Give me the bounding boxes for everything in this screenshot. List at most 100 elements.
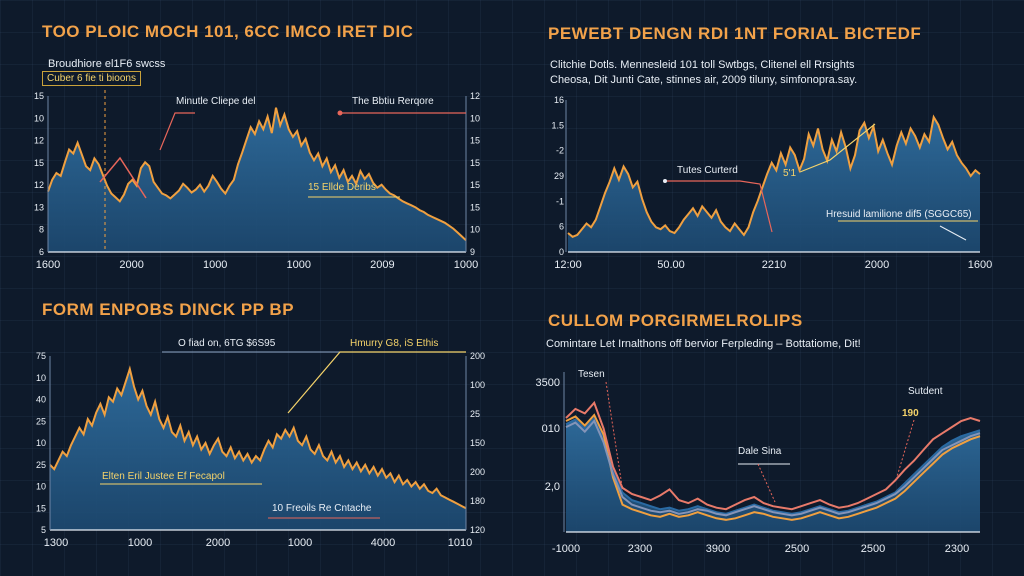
x-tick-label: 2300 [628, 543, 652, 555]
annotation-connector [799, 123, 876, 173]
y-tick-label-left: 6 [39, 247, 44, 257]
annotation-label: Sutdent [908, 386, 943, 397]
y-tick-label-left: 15 [36, 503, 46, 513]
annotation-label: 190 [902, 408, 919, 419]
x-tick-label: 2500 [785, 543, 809, 555]
y-tick-label-left: 15 [34, 91, 44, 101]
y-tick-label-left: 16 [554, 95, 564, 105]
x-tick-label: 1000 [454, 259, 478, 271]
x-tick-label: 2300 [945, 543, 969, 555]
y-tick-label-left: 6 [559, 222, 564, 232]
annotation-label: O fiad on, 6TG $6S95 [178, 338, 276, 349]
x-tick-label: 50.00 [657, 259, 685, 271]
y-tick-label-left: -1 [556, 196, 564, 206]
series-area [48, 107, 466, 252]
x-tick-label: 3900 [706, 543, 730, 555]
y-tick-label-left: 29 [554, 171, 564, 181]
y-tick-label-right: 200 [470, 467, 485, 477]
annotation-label: Hmurry G8, iS Ethis [350, 338, 438, 349]
y-tick-label-left: 75 [36, 351, 46, 361]
y-tick-label-right: 100 [470, 380, 485, 390]
x-tick-label: 1000 [288, 537, 312, 549]
annotation-label: 10 Freoils Re Cntache [272, 503, 372, 514]
series-line [565, 400, 981, 511]
annotation-connector [757, 463, 776, 503]
annotation-label: Dale Sina [738, 446, 782, 457]
y-tick-label-right: 9 [470, 247, 475, 257]
series-line [565, 416, 981, 515]
chart-subtitle-line-1: Clitchie Dotls. Mennesleid 101 toll Swtb… [550, 59, 855, 71]
y-tick-label-right: 10 [470, 113, 480, 123]
y-tick-label-left: 10 [36, 373, 46, 383]
annotation-connector [99, 156, 147, 199]
annotation-connector [895, 419, 915, 481]
x-tick-label: 1000 [203, 259, 227, 271]
x-tick-label: 1300 [44, 537, 68, 549]
y-tick-label-left: 25 [36, 460, 46, 470]
y-tick-label-left: -2 [556, 146, 564, 156]
y-tick-label-right: 25 [470, 409, 480, 419]
y-tick-label-right: 15 [470, 158, 480, 168]
y-tick-label-left: 25 [36, 416, 46, 426]
x-tick-label: -1000 [552, 543, 580, 555]
series-line [565, 419, 981, 517]
annotation-label: Minutle Cliepe del [176, 96, 256, 107]
series-area [568, 117, 980, 252]
x-tick-label: 1000 [287, 259, 311, 271]
y-tick-label-left: 5 [41, 525, 46, 535]
y-tick-label-left: 10 [36, 438, 46, 448]
x-tick-label: 1600 [968, 259, 992, 271]
annotation-label: The Bbtiu Rerqore [352, 96, 434, 107]
series-line [565, 413, 981, 521]
annotation-dot [663, 179, 667, 183]
y-tick-label-left: 40 [36, 395, 46, 405]
y-tick-label-left: 1.5 [551, 120, 564, 130]
y-tick-label-left: 15 [34, 158, 44, 168]
y-tick-label-left: 12 [34, 136, 44, 146]
x-tick-label: 1010 [448, 537, 472, 549]
x-tick-label: 2000 [865, 259, 889, 271]
y-tick-label-left: 010 [542, 423, 560, 435]
annotation-connector [605, 381, 623, 487]
series-area [50, 369, 466, 530]
y-tick-label-left: 10 [36, 482, 46, 492]
annotation-connector [159, 112, 195, 151]
chart-title: TOO PLOIC MOCH 101, 6CC IMCO IRET DIC [42, 22, 414, 41]
x-tick-label: 1600 [36, 259, 60, 271]
chart-title: PEWEBT DENGN RDI 1NT FORIAL BICTEDF [548, 24, 922, 43]
y-tick-label-left: 2,0 [545, 481, 560, 493]
y-tick-label-left: 10 [34, 113, 44, 123]
annotation-label: Elten Eril Justee Ef Fecapol [102, 471, 225, 482]
annotation-dot [337, 110, 343, 116]
y-tick-label-right: 12 [470, 91, 480, 101]
series-line [567, 114, 981, 238]
x-tick-label: 2009 [370, 259, 394, 271]
chart-subtitle-line-2: Cheosa, Dit Junti Cate, stinnes air, 200… [550, 74, 858, 86]
annotation-connector [665, 180, 773, 233]
annotation-connector [287, 351, 466, 414]
y-tick-label-left: 0 [559, 247, 564, 257]
y-tick-label-right: 15 [470, 136, 480, 146]
y-tick-label-left: 13 [34, 202, 44, 212]
chart-subtitle: Comintare Let Irnalthons off bervior Fer… [546, 338, 861, 350]
annotation-label: 15 Ellde Deribs [308, 182, 376, 193]
legend-box: Cuber 6 fie ti bioons [42, 71, 141, 86]
annotation-connector [939, 225, 967, 241]
series-line [49, 365, 467, 510]
x-tick-label: 2000 [206, 537, 230, 549]
y-tick-label-left: 8 [39, 225, 44, 235]
y-tick-label-right: 200 [470, 351, 485, 361]
chart-title: FORM ENPOBS DINCK PP BP [42, 300, 295, 319]
x-tick-label: 2500 [861, 543, 885, 555]
x-tick-label: 12:00 [554, 259, 582, 271]
annotation-label: Tutes Curterd [677, 165, 738, 176]
y-tick-label-right: 120 [470, 525, 485, 535]
chart-subtitle: Broudhiore el1F6 swcss [48, 58, 166, 70]
y-tick-label-right: 15 [470, 202, 480, 212]
annotation-label: Tesen [578, 369, 605, 380]
x-tick-label: 2210 [762, 259, 786, 271]
x-tick-label: 2000 [119, 259, 143, 271]
y-tick-label-right: 10 [470, 225, 480, 235]
y-tick-label-left: 3500 [536, 377, 560, 389]
x-tick-label: 1000 [128, 537, 152, 549]
